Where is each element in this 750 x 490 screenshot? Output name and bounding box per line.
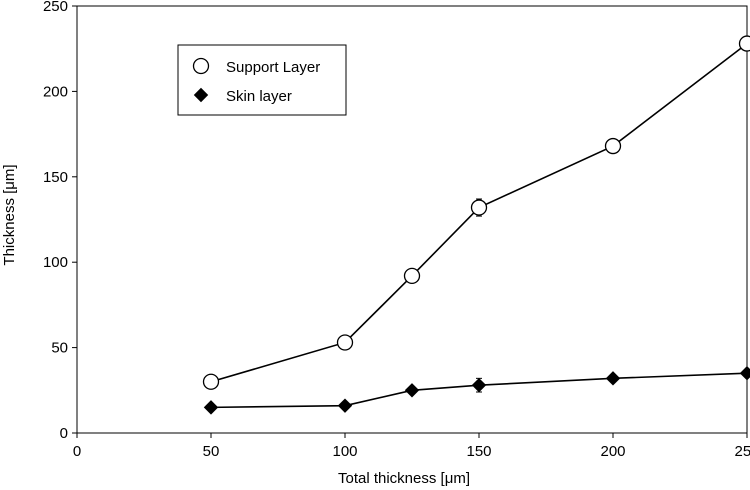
legend: Support Layer Skin layer	[177, 44, 347, 116]
y-tick-label: 0	[60, 425, 68, 442]
legend-label-skin-layer: Skin layer	[226, 88, 292, 105]
y-tick-label: 200	[43, 83, 68, 100]
data-point-skin-layer	[203, 400, 219, 415]
axes	[76, 5, 748, 434]
legend-symbol-support-layer	[192, 57, 210, 75]
data-point-skin-layer	[605, 371, 621, 386]
data-point-support-layer	[604, 137, 622, 155]
y-tick-label: 150	[43, 169, 68, 186]
x-tick-label: 100	[332, 443, 357, 460]
series-line-skin-layer	[210, 372, 748, 409]
x-tick-label: 50	[203, 443, 220, 460]
plot-frame	[76, 5, 748, 434]
x-axis-title: Total thickness [μm]	[338, 470, 470, 487]
x-tick-label: 150	[466, 443, 491, 460]
series-line-support-layer	[210, 42, 748, 383]
y-tick-label: 50	[51, 340, 68, 357]
legend-symbols	[192, 57, 210, 103]
ticks: 0 50 100 150 200 250 0 50 100 150 200 250	[43, 0, 750, 460]
data-point-support-layer	[336, 334, 354, 351]
data-point-skin-layer	[337, 398, 353, 413]
legend-box	[177, 44, 347, 116]
data-point-support-layer	[202, 373, 220, 390]
data-point-support-layer	[738, 35, 750, 52]
data-point-skin-layer	[471, 377, 487, 393]
data-point-skin-layer	[739, 366, 750, 381]
y-tick-label: 100	[43, 254, 68, 271]
x-tick-label: 250	[734, 443, 750, 460]
data-point-support-layer	[470, 199, 488, 216]
series-lines	[210, 42, 748, 409]
y-axis-title: Thickness [μm]	[1, 164, 18, 265]
data-point-support-layer	[403, 267, 421, 285]
y-tick-label: 250	[43, 0, 68, 15]
data-point-skin-layer	[404, 383, 420, 398]
x-tick-label: 0	[73, 443, 81, 460]
legend-label-support-layer: Support Layer	[226, 59, 320, 76]
markers	[202, 35, 750, 415]
legend-symbol-skin-layer	[193, 87, 209, 103]
x-tick-label: 200	[600, 443, 625, 460]
